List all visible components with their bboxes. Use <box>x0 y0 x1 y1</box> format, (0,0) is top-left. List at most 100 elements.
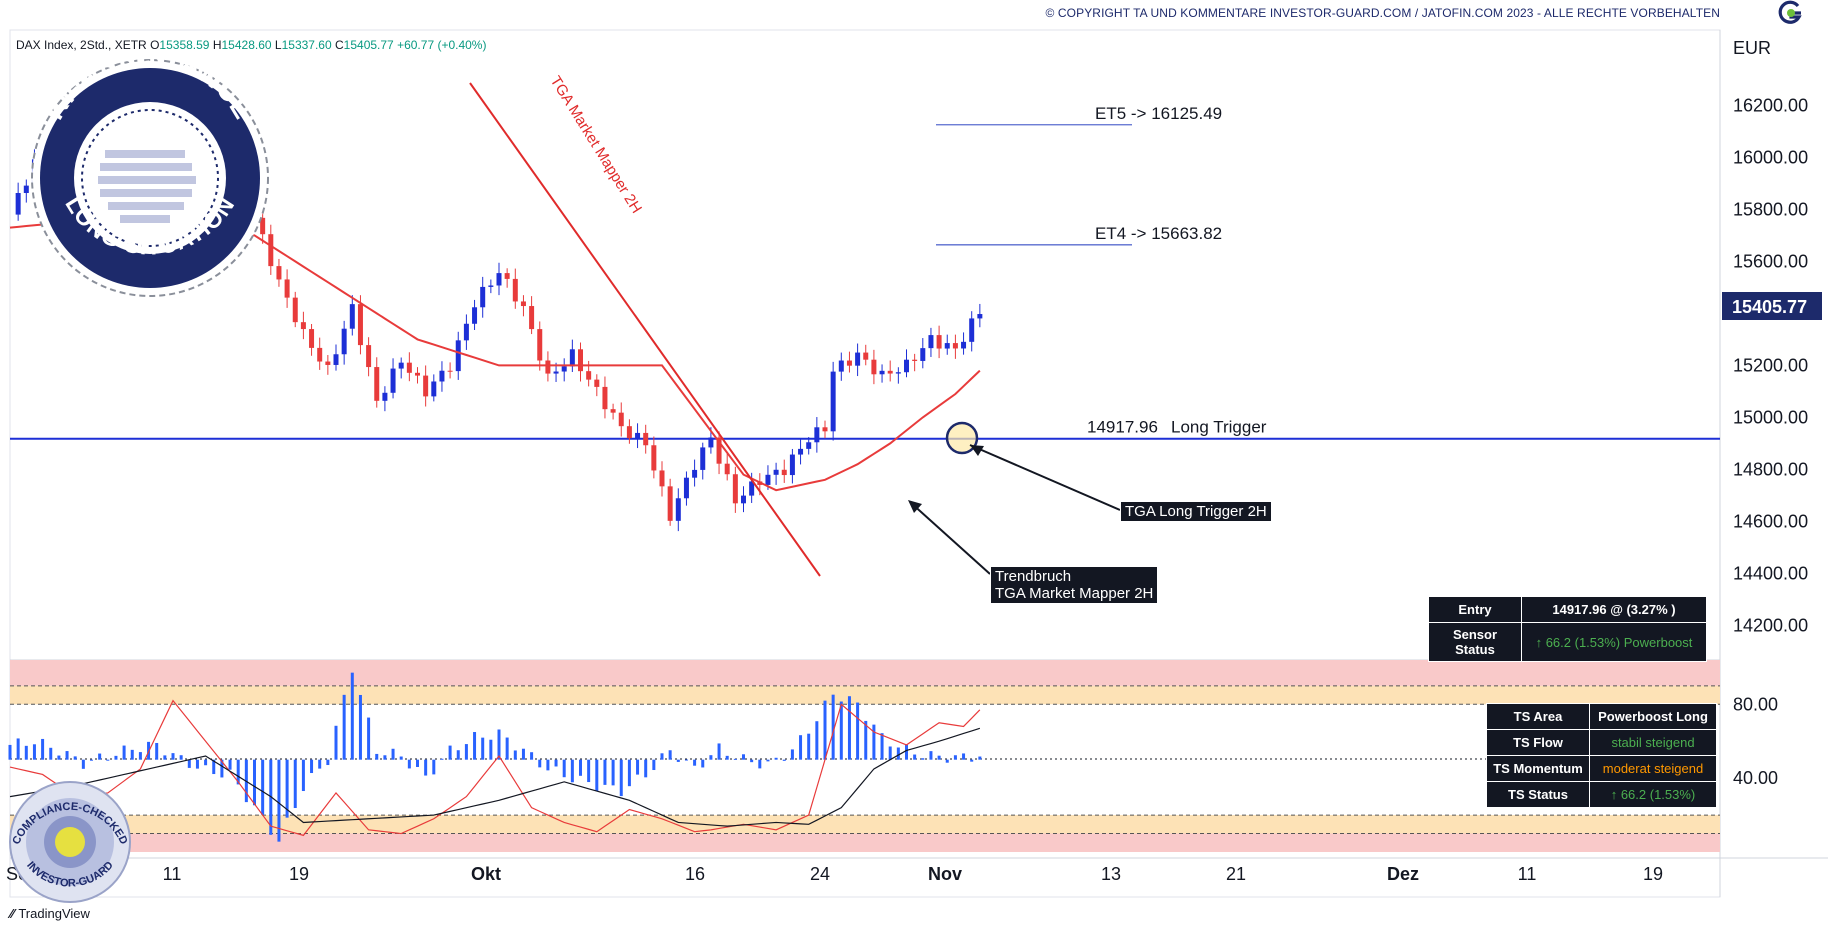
oscillator-bar <box>16 738 20 760</box>
ts-table: TS Area Powerboost Long TS Flow stabil s… <box>1486 703 1717 808</box>
candle <box>838 352 844 381</box>
candle <box>333 344 339 371</box>
oscillator-bar <box>725 755 729 760</box>
price-tick-label: 14400.00 <box>1733 563 1808 583</box>
candle <box>675 488 681 532</box>
oscillator-bar <box>913 754 917 760</box>
candle <box>357 295 363 355</box>
oscillator-bar <box>464 744 468 760</box>
oscillator-bar <box>782 759 786 761</box>
oscillator-tick-label: 80.00 <box>1733 694 1778 714</box>
ts-area-row: TS Area Powerboost Long <box>1486 703 1717 730</box>
et5-target: ET5 -> 16125.49 <box>936 104 1222 126</box>
time-tick-label: 24 <box>810 864 830 884</box>
candle <box>610 403 616 420</box>
trendbruch-line2: TGA Market Mapper 2H <box>995 585 1154 602</box>
oscillator-axis: 80.00 40.00 <box>1733 694 1778 788</box>
oscillator-bar <box>41 738 45 760</box>
candle <box>472 299 478 330</box>
candle <box>643 424 649 454</box>
oscillator-bar <box>456 750 460 760</box>
ts-momentum-label: TS Momentum <box>1486 755 1590 782</box>
oscillator-bar <box>261 759 265 815</box>
oscillator-bar <box>660 753 664 760</box>
candle <box>488 279 494 294</box>
oscillator-bar <box>733 758 737 760</box>
oscillator-bar <box>929 751 933 760</box>
oscillator-bar <box>98 753 102 760</box>
oscillator-bar <box>562 759 566 778</box>
oscillator-bar <box>32 744 36 760</box>
time-tick-label: 21 <box>1226 864 1246 884</box>
time-tick-label: 16 <box>685 864 705 884</box>
oscillator-bar <box>742 754 745 760</box>
time-tick-label: Dez <box>1387 864 1419 884</box>
candle <box>602 376 608 419</box>
candle <box>773 462 779 485</box>
entry-value: 14917.96 @ (3.27% ) <box>1521 596 1707 623</box>
sensor-status-value: ↑ 66.2 (1.53%) Powerboost <box>1521 622 1707 662</box>
oscillator-bar <box>253 759 256 806</box>
oscillator-bar <box>489 739 493 760</box>
oscillator-bar <box>481 737 485 760</box>
oscillator-bar <box>8 744 12 760</box>
trendbruch-line1: Trendbruch <box>995 568 1072 585</box>
tradingview-brand[interactable]: ⁄⁄ TradingView <box>10 906 90 921</box>
oscillator-bar <box>790 749 794 760</box>
entry-label: Entry <box>1428 596 1522 623</box>
oscillator-bar <box>579 759 582 776</box>
candle <box>781 459 787 483</box>
ts-status-row: TS Status ↑ 66.2 (1.53%) <box>1486 781 1717 808</box>
oscillator-bar <box>627 759 631 787</box>
oscillator-bar <box>106 759 110 761</box>
oscillator-bar <box>122 745 126 760</box>
candle <box>789 448 795 484</box>
candle <box>504 268 510 288</box>
symbol-name: DAX Index, 2Std., XETR <box>16 38 147 52</box>
oscillator-bar <box>497 729 501 760</box>
oscillator-bar <box>701 759 705 768</box>
candle <box>374 357 380 408</box>
candle <box>447 362 453 379</box>
candle <box>300 311 306 340</box>
candle <box>944 334 950 355</box>
candle <box>724 453 730 481</box>
trendbruch-arrow <box>909 501 991 575</box>
ts-status-value: ↑ 66.2 (1.53%) <box>1589 781 1717 808</box>
oscillator-bar <box>358 694 362 760</box>
oscillator-bar <box>513 750 517 760</box>
candle <box>398 357 404 379</box>
oscillator-bar <box>693 759 697 766</box>
price-tick-label: 15800.00 <box>1733 199 1808 219</box>
candle <box>496 262 502 296</box>
candle <box>455 331 461 380</box>
svg-text:Long Trigger: Long Trigger <box>1171 418 1267 437</box>
time-tick-label: 19 <box>289 864 309 884</box>
candle <box>741 486 746 513</box>
oscillator-bar <box>318 759 322 769</box>
low-label: L <box>274 38 282 52</box>
oscillator-bar <box>440 758 444 760</box>
candle <box>683 471 689 506</box>
oscillator-bar <box>81 759 85 769</box>
candle <box>317 337 323 370</box>
oscillator-bar <box>212 759 216 775</box>
candle <box>480 276 486 318</box>
candle <box>879 364 885 383</box>
oscillator-slow-line <box>9 727 981 827</box>
time-tick-label: 11 <box>163 864 182 884</box>
candle <box>545 351 551 382</box>
oscillator-bar <box>546 759 550 771</box>
ts-area-label: TS Area <box>1486 703 1590 730</box>
tradingview-label: TradingView <box>18 906 90 921</box>
candle <box>928 327 934 357</box>
oscillator-bar <box>367 717 371 760</box>
trigger-arrow <box>969 444 1121 511</box>
candle <box>822 420 828 439</box>
candle <box>529 296 535 335</box>
close-value: 15405.77 <box>343 38 394 52</box>
candle <box>692 459 698 487</box>
currency-label: EUR <box>1733 38 1771 58</box>
investor-guard-logo-icon <box>1778 0 1802 24</box>
